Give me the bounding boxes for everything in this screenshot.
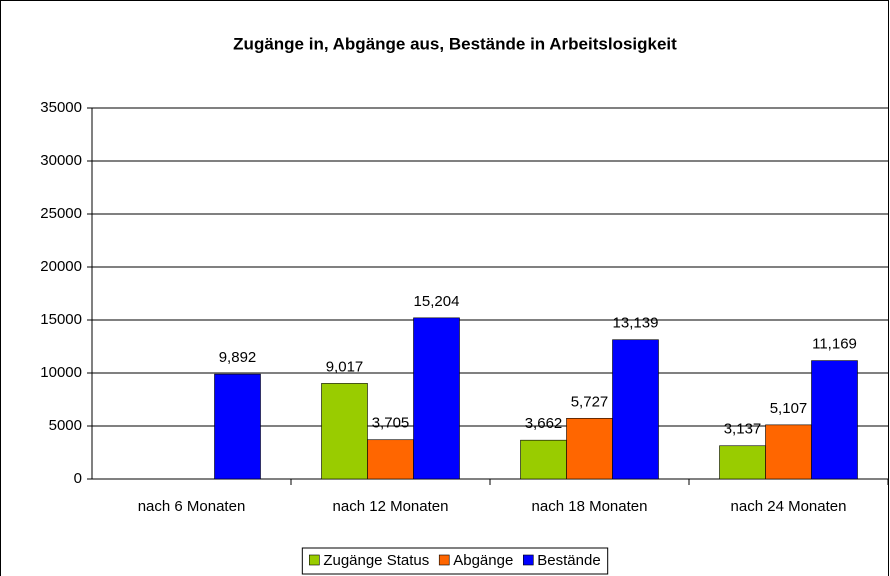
legend-label: Abgänge — [453, 552, 513, 569]
x-tick-label: nach 6 Monaten — [138, 498, 246, 515]
y-tick-label: 30000 — [40, 152, 82, 169]
legend-box — [301, 547, 609, 575]
legend-label: Bestände — [537, 552, 600, 569]
y-tick-label: 5000 — [49, 417, 82, 434]
legend-label: Zugänge Status — [323, 552, 429, 569]
bar — [321, 383, 368, 480]
bar — [566, 417, 613, 480]
legend-swatch — [522, 554, 534, 566]
bar — [811, 360, 858, 480]
y-tick-label: 10000 — [40, 364, 82, 381]
y-tick-label: 25000 — [40, 205, 82, 222]
y-tick-label: 20000 — [40, 258, 82, 275]
x-tick-label: nach 24 Monaten — [731, 498, 847, 515]
y-tick-label: 35000 — [40, 99, 82, 116]
y-tick-label: 15000 — [40, 311, 82, 328]
value-label: 5,107 — [770, 400, 808, 417]
value-label: 11,169 — [812, 336, 857, 353]
bar — [214, 373, 261, 480]
value-label: 5,727 — [571, 393, 609, 410]
bar — [413, 317, 460, 480]
legend-swatch — [438, 554, 450, 566]
bar — [765, 424, 812, 480]
value-label: 3,662 — [525, 415, 563, 432]
value-label: 3,137 — [724, 421, 762, 438]
bar — [520, 439, 567, 480]
value-label: 13,139 — [613, 315, 659, 332]
bar — [719, 445, 766, 480]
x-tick-label: nach 12 Monaten — [333, 498, 449, 515]
x-tick-label: nach 18 Monaten — [532, 498, 648, 515]
chart-title: Zugänge in, Abgänge aus, Bestände in Arb… — [233, 34, 677, 53]
legend: Zugänge Status Abgänge Bestände — [301, 547, 609, 575]
legend-swatch — [309, 554, 320, 566]
y-tick-label: 0 — [74, 470, 82, 487]
value-label: 9,892 — [219, 349, 257, 366]
value-label: 9,017 — [326, 358, 364, 375]
value-label: 15,204 — [414, 293, 460, 310]
value-label: 3,705 — [372, 415, 410, 432]
bar — [367, 439, 414, 480]
bar — [612, 339, 659, 480]
